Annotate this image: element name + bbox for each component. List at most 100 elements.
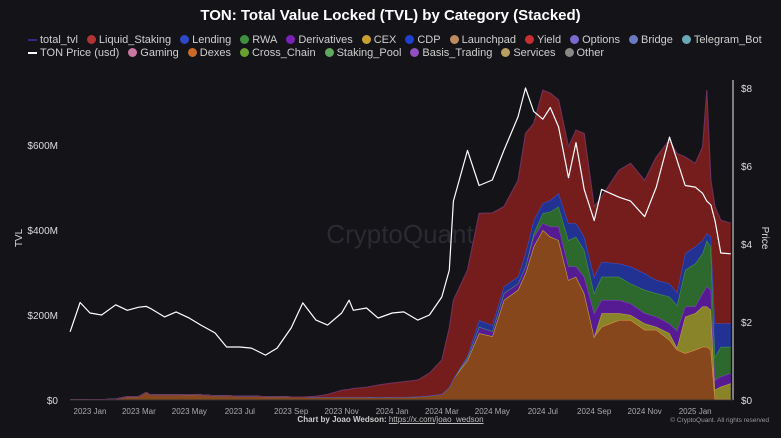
legend-dot-marker <box>501 48 511 57</box>
chart-title: TON: Total Value Locked (TVL) by Categor… <box>200 7 581 24</box>
legend-dot-marker <box>286 35 296 44</box>
copyright: © CryptoQuant. All rights reserved <box>670 417 769 424</box>
legend-dot-marker <box>570 35 580 44</box>
legend-dot-marker <box>240 35 250 44</box>
legend-item[interactable]: Staking_Pool <box>324 46 402 59</box>
legend-label: Other <box>576 46 605 59</box>
legend-line-marker <box>28 38 37 41</box>
y-axis-title: TVL <box>14 228 25 247</box>
total-tvl-line <box>70 89 731 401</box>
legend-item[interactable]: CDP <box>405 33 441 46</box>
legend-label: Derivatives <box>298 33 353 46</box>
legend-label: Staking_Pool <box>336 46 402 59</box>
credit-label: Chart by Joao Wedson: <box>297 415 387 424</box>
ton-price-line <box>69 87 731 356</box>
y2-tick-label: $0 <box>741 396 753 407</box>
legend-item[interactable]: TON Price (usd) <box>28 47 119 59</box>
y2-axis-title: Price <box>759 227 770 250</box>
footer-credit: Chart by Joao Wedson: https://x.com/joao… <box>0 415 781 424</box>
legend-dot-marker <box>681 35 691 44</box>
legend-item[interactable]: Lending <box>180 34 231 46</box>
legend-dot-marker <box>187 48 197 57</box>
legend-label: Yield <box>537 33 562 46</box>
legend-item[interactable]: CEX <box>361 33 397 46</box>
legend-item[interactable]: Basis_Trading <box>410 47 492 59</box>
legend-line-marker <box>28 51 37 54</box>
x-tick-label: 2025 Jan <box>679 407 712 416</box>
legend-label: CDP <box>417 33 441 46</box>
legend-dot-marker <box>86 35 96 44</box>
legend-label: Lending <box>192 33 232 46</box>
y2-tick-label: $8 <box>741 84 753 95</box>
legend-dot-marker <box>405 35 415 44</box>
y-tick-label: $200M <box>27 311 58 322</box>
x-tick-label: 2024 May <box>475 407 510 416</box>
legend-dot-marker <box>128 48 138 57</box>
x-tick-label: 2024 Mar <box>425 407 459 416</box>
legend-label: RWA <box>252 33 278 46</box>
legend-item[interactable]: RWA <box>240 34 277 46</box>
x-tick-label: 2023 Sep <box>274 407 309 416</box>
legend-row: total_tvl Liquid_Staking Lending RWA Derivat… <box>28 33 768 46</box>
x-tick-label: 2023 Nov <box>325 407 359 416</box>
y-tick-label: $600M <box>27 141 58 152</box>
legend-label: Cross_Chain <box>251 46 316 59</box>
legend-label: Launchpad <box>461 33 517 46</box>
x-tick-label: 2024 Jul <box>528 407 558 416</box>
area-rwa <box>70 206 731 400</box>
area-liquid-staking <box>70 90 731 400</box>
legend-dot-marker <box>410 48 420 57</box>
legend-label: Bridge <box>641 33 673 46</box>
legend-label: Liquid_Staking <box>98 33 172 46</box>
legend-dot-marker <box>629 35 639 44</box>
legend-dot-marker <box>180 35 190 44</box>
legend-item[interactable]: Yield <box>525 34 561 46</box>
legend-item[interactable]: Cross_Chain <box>239 46 316 59</box>
legend-label: CEX <box>373 33 397 46</box>
legend-item[interactable]: Other <box>564 46 605 59</box>
y-tick-label: $400M <box>27 226 58 237</box>
x-tick-label: 2023 Jan <box>74 407 107 416</box>
x-tick-label: 2024 Jan <box>376 407 409 416</box>
x-tick-label: 2024 Sep <box>577 407 612 416</box>
legend-item[interactable]: Gaming <box>128 47 179 59</box>
x-tick-label: 2023 May <box>172 407 207 416</box>
x-tick-label: 2024 Nov <box>628 407 662 416</box>
legend-label: TON Price (usd) <box>40 46 120 59</box>
legend-item[interactable]: Services <box>501 46 556 59</box>
legend-item[interactable]: Liquid_Staking <box>86 33 172 46</box>
area-derivatives <box>70 223 731 400</box>
legend-label: Dexes <box>199 46 231 59</box>
x-tick-label: 2023 Mar <box>122 407 156 416</box>
watermark: CryptoQuant <box>326 219 474 249</box>
legend-row: TON Price (usd) Gaming Dexes Cross_Chain Sta… <box>28 46 768 59</box>
legend-label: total_tvl <box>40 33 78 46</box>
legend-label: Options <box>582 33 621 46</box>
legend-item[interactable]: Derivatives <box>286 33 353 46</box>
y2-tick-label: $2 <box>741 318 753 329</box>
y-tick-label: $0 <box>47 396 59 407</box>
legend-dot-marker <box>564 48 574 57</box>
legend-dot-marker <box>525 35 535 44</box>
legend-item[interactable]: total_tvl <box>28 34 78 46</box>
y2-tick-label: $4 <box>741 240 753 251</box>
legend-label: Gaming <box>140 46 179 59</box>
legend: total_tvl Liquid_Staking Lending RWA Derivat… <box>28 33 768 59</box>
legend-dot-marker <box>449 35 459 44</box>
legend-dot-marker <box>324 48 334 57</box>
y2-tick-label: $6 <box>741 162 753 173</box>
legend-item[interactable]: Dexes <box>187 46 231 59</box>
legend-label: Telegram_Bot <box>693 33 762 46</box>
area-dexes <box>70 230 731 400</box>
legend-label: Services <box>513 46 556 59</box>
legend-item[interactable]: Telegram_Bot <box>681 33 762 46</box>
legend-item[interactable]: Launchpad <box>449 33 517 46</box>
legend-item[interactable]: Options <box>570 34 620 46</box>
legend-label: Basis_Trading <box>422 46 493 59</box>
legend-item[interactable]: Bridge <box>629 34 673 46</box>
legend-dot-marker <box>361 35 371 44</box>
legend-dot-marker <box>239 48 249 57</box>
x-tick-label: 2023 Jul <box>225 407 255 416</box>
credit-link[interactable]: https://x.com/joao_wedson <box>388 415 484 424</box>
